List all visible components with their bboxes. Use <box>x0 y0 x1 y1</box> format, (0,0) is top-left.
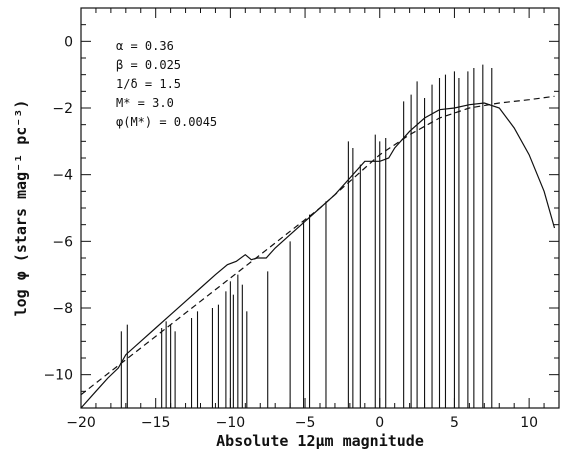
tick-labels: −20 −15 −10 −5 0 5 10 0 −2 −4 −6 −8 −10 <box>43 34 538 431</box>
dashed-fit-line <box>80 95 555 396</box>
fit-parameters: α = 0.36 β = 0.025 1/δ = 1.5 M* = 3.0 φ(M*) … <box>116 39 217 129</box>
x-tick-label: 10 <box>520 415 538 431</box>
x-tick-label: 0 <box>375 415 384 431</box>
axis-ticks <box>80 7 560 409</box>
error-bars <box>120 64 493 408</box>
x-tick-label: −10 <box>216 415 246 431</box>
x-tick-label: −5 <box>295 415 316 431</box>
y-tick-label: −8 <box>52 301 73 317</box>
x-axis-title: Absolute 12μm magnitude <box>216 432 424 450</box>
x-tick-label: 5 <box>450 415 459 431</box>
y-tick-label: −2 <box>52 101 73 117</box>
series-lines <box>80 95 556 409</box>
y-tick-label: −4 <box>52 168 73 184</box>
fit-parameter: β = 0.025 <box>116 58 181 72</box>
fit-parameter: M* = 3.0 <box>116 96 174 110</box>
fit-parameter: φ(M*) = 0.0045 <box>116 115 217 129</box>
x-tick-label: −20 <box>66 415 96 431</box>
fit-parameter: α = 0.36 <box>116 39 174 53</box>
y-tick-label: −10 <box>43 368 73 384</box>
x-tick-label: −15 <box>141 415 171 431</box>
y-tick-label: 0 <box>64 34 73 50</box>
fit-parameter: 1/δ = 1.5 <box>116 77 181 91</box>
y-axis-title: log φ (stars mag⁻¹ pc⁻³) <box>12 100 30 317</box>
y-tick-label: −6 <box>52 234 73 250</box>
solid-data-line <box>80 102 556 409</box>
